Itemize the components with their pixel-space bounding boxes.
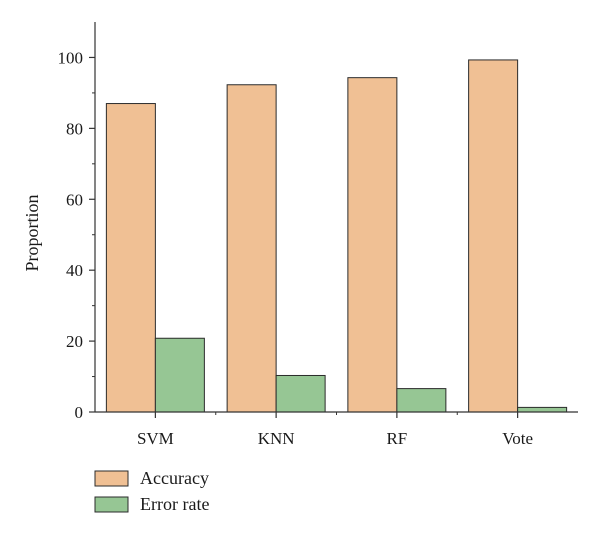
x-axis-ticks: SVM KNN RF Vote <box>137 412 533 448</box>
legend-swatch-error-rate <box>94 496 129 513</box>
y-tick-label: 100 <box>58 48 84 67</box>
y-tick-label: 60 <box>66 190 83 209</box>
bar-error-rate-vote <box>517 406 568 413</box>
bar-error-rate-svm <box>154 337 205 413</box>
y-axis-title: Proportion <box>22 194 42 271</box>
bar-error-rate-rf <box>396 388 447 413</box>
bar-accuracy-svm <box>105 103 156 413</box>
y-tick-label: 0 <box>75 403 84 422</box>
bar-accuracy-rf <box>347 77 398 413</box>
y-tick-label: 80 <box>66 119 83 138</box>
x-tick-label-rf: RF <box>386 429 407 448</box>
bars-group <box>105 59 568 413</box>
legend-swatch-accuracy <box>94 470 129 487</box>
bar-accuracy-knn <box>226 84 277 413</box>
y-tick-label: 20 <box>66 332 83 351</box>
bar-accuracy-vote <box>468 59 519 413</box>
legend: Accuracy Error rate <box>94 468 209 514</box>
y-axis-ticks: 0 20 40 60 80 100 <box>58 48 95 422</box>
x-tick-label-vote: Vote <box>502 429 533 448</box>
legend-label-error-rate: Error rate <box>140 494 209 514</box>
bar-error-rate-knn <box>275 374 326 413</box>
x-tick-label-svm: SVM <box>137 429 174 448</box>
legend-label-accuracy: Accuracy <box>140 468 209 488</box>
y-tick-label: 40 <box>66 261 83 280</box>
x-tick-label-knn: KNN <box>258 429 295 448</box>
